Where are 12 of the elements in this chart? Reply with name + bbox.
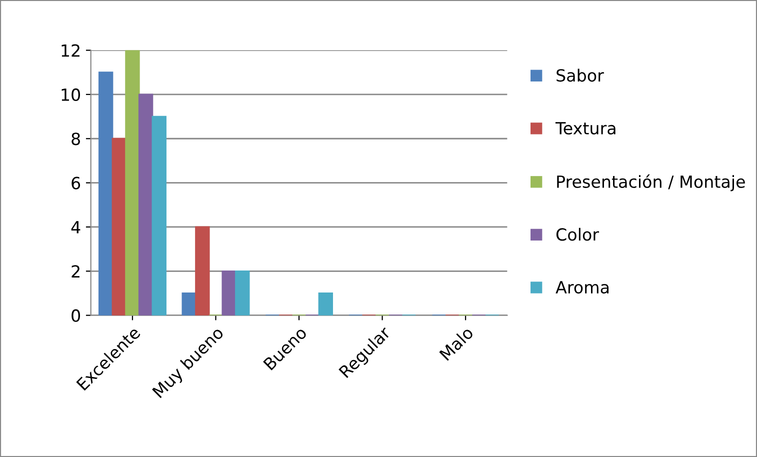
y-tick-label: 0 — [72, 309, 80, 322]
legend-label: Presentación / Montaje — [557, 174, 745, 192]
legend-label: Textura — [555, 122, 616, 135]
legend-label: Sabor — [556, 68, 604, 82]
legend-label: Color — [556, 228, 600, 241]
y-tick-label: 12 — [62, 44, 80, 57]
y-tick-label: 2 — [72, 265, 80, 278]
y-tick-label: 8 — [72, 132, 80, 146]
y-tick-label: 4 — [71, 221, 80, 234]
y-tick-label: 10 — [62, 88, 80, 102]
y-tick-label: 6 — [72, 176, 80, 190]
legend-label: Aroma — [556, 281, 609, 294]
